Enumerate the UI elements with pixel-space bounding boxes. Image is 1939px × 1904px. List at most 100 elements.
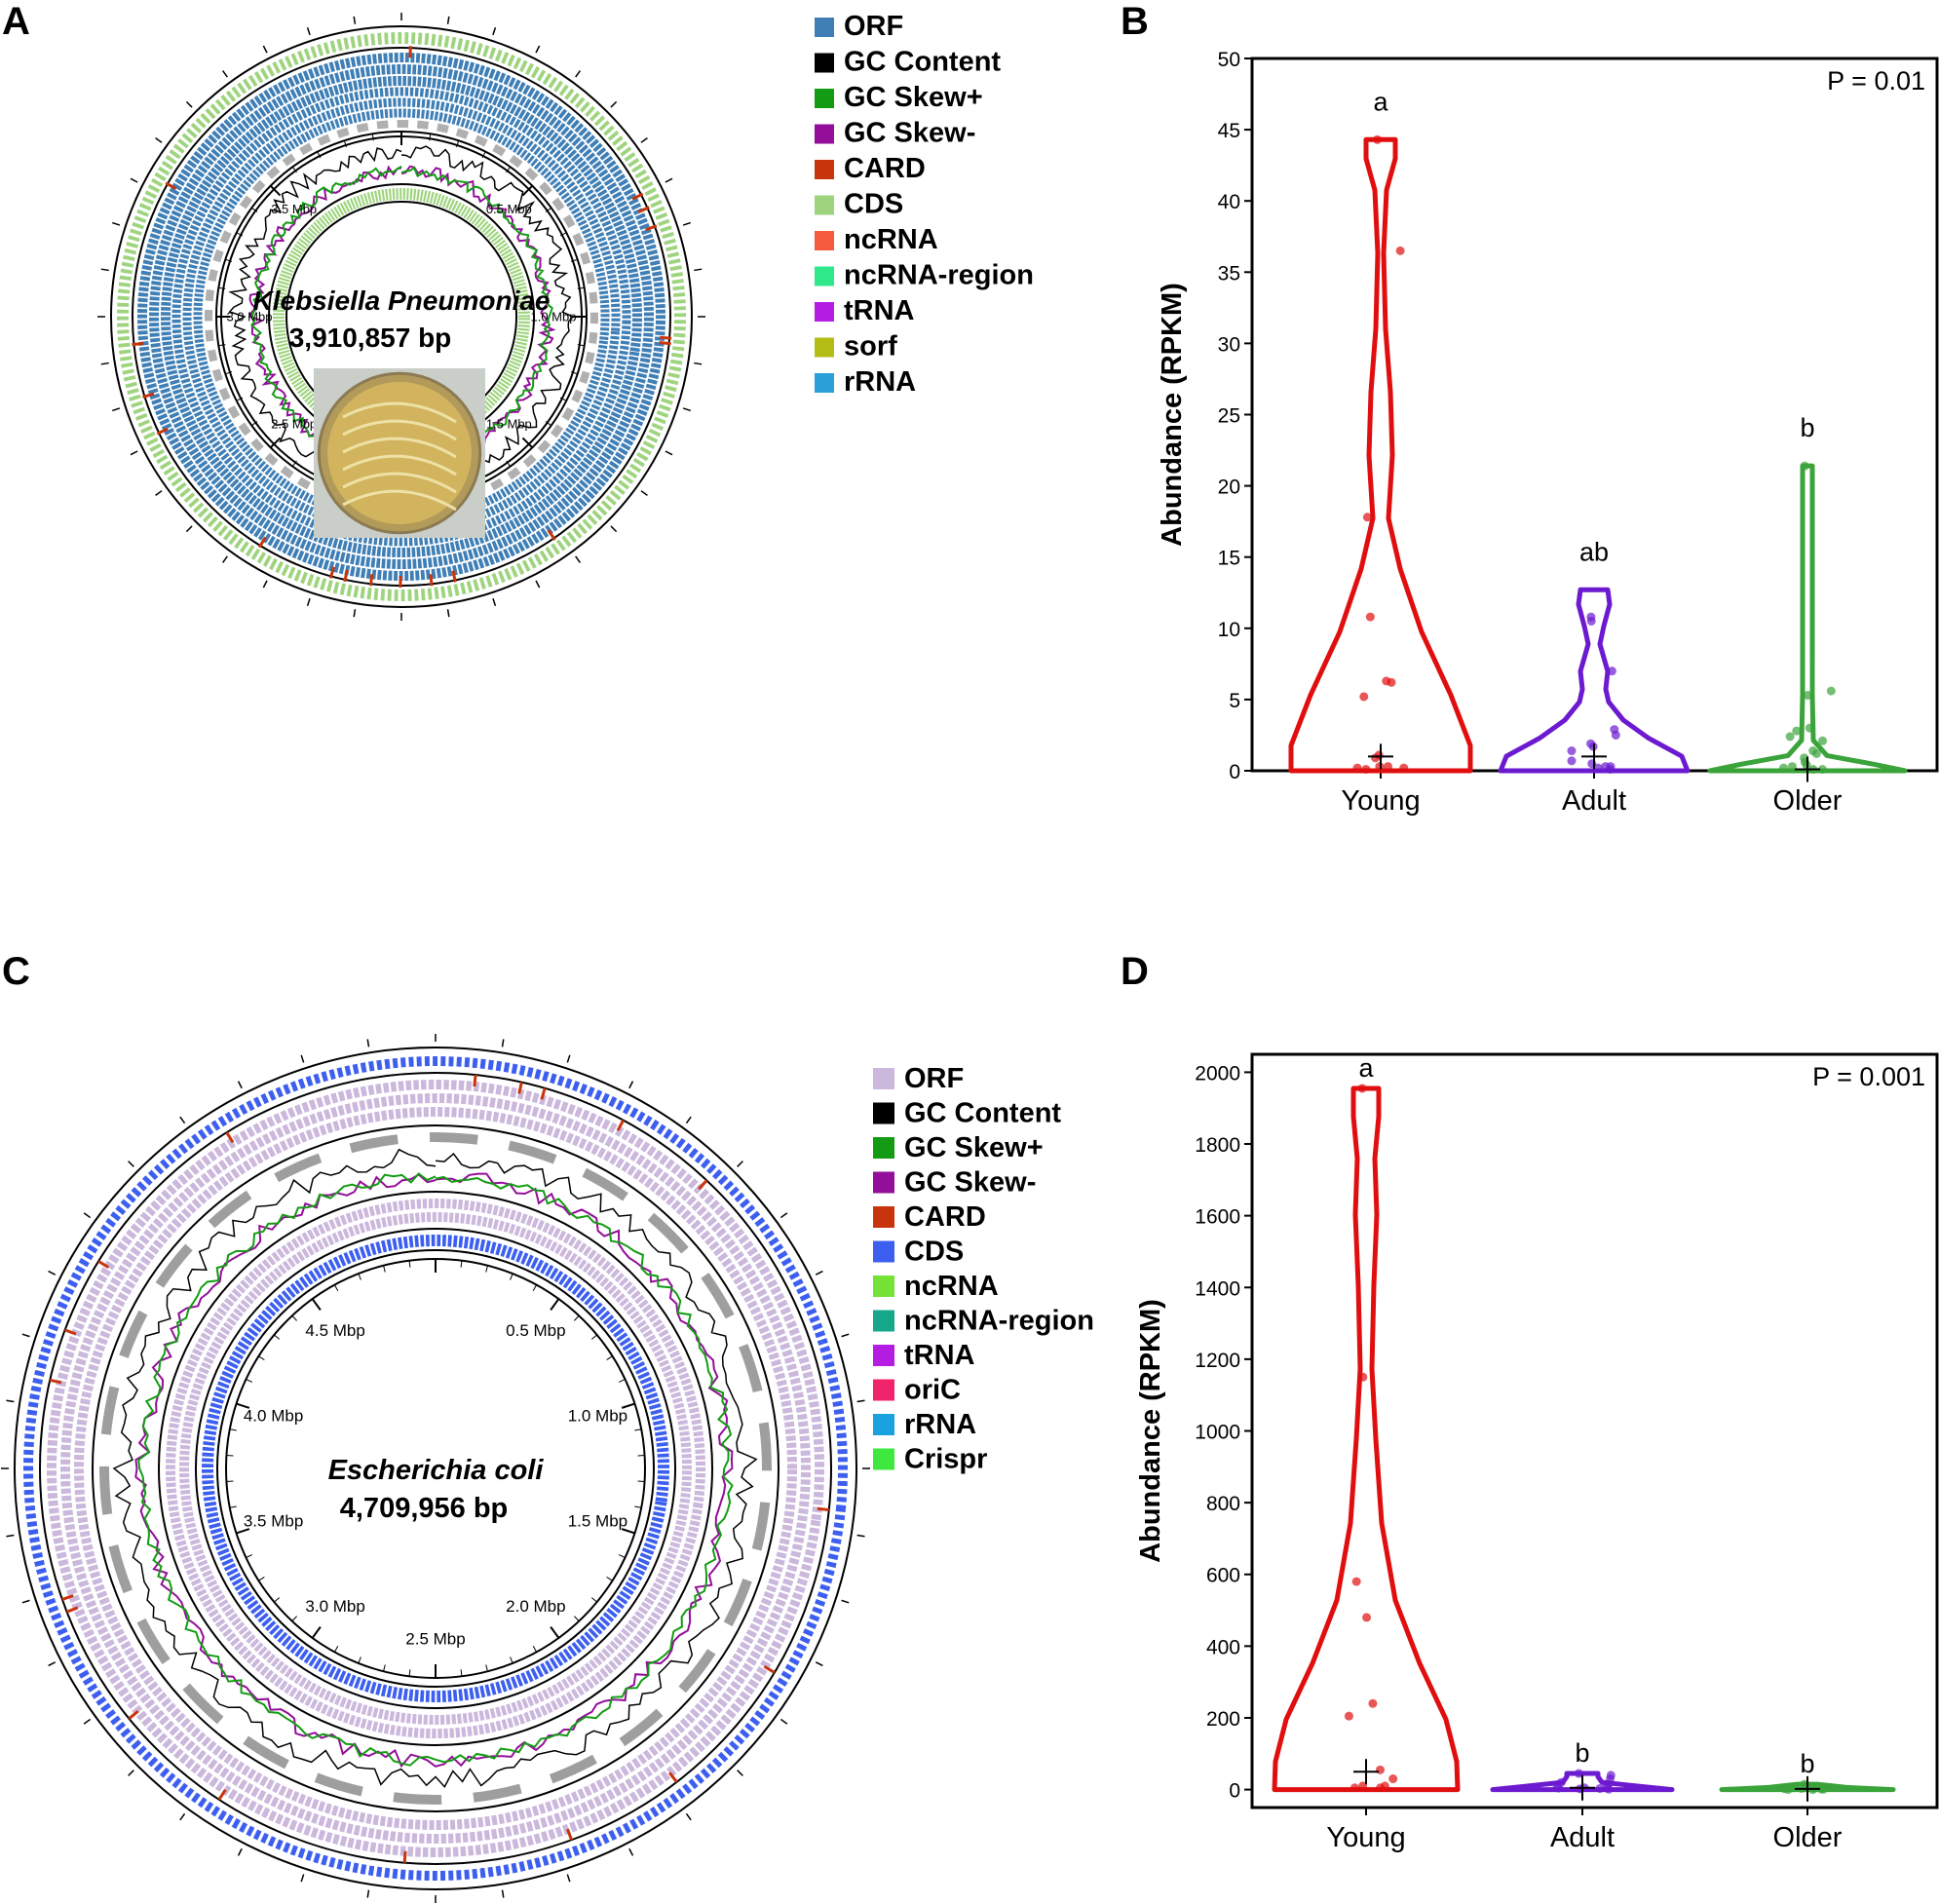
inner-tick <box>250 207 258 212</box>
mbp-tick-label: 3.0 Mbp <box>227 309 273 324</box>
card-marker <box>631 192 644 201</box>
inner-tick <box>333 1284 339 1291</box>
inner-tick <box>383 1664 386 1672</box>
organism-name: Klebsiella Pneumoniae <box>253 286 551 316</box>
inner-tick <box>574 1314 580 1321</box>
outer-tick <box>262 45 268 54</box>
legend-label: ncRNA <box>904 1271 999 1302</box>
card-marker <box>257 536 267 549</box>
significance-letter: b <box>1800 1749 1814 1778</box>
data-point <box>1362 513 1372 522</box>
outer-tick <box>610 525 618 533</box>
card-marker <box>645 224 658 232</box>
data-point <box>1593 763 1603 773</box>
card-marker <box>156 427 169 436</box>
genome-size: 3,910,857 bp <box>289 323 452 353</box>
outer-tick <box>306 27 311 36</box>
legend-swatch <box>873 1068 894 1089</box>
legend-swatch <box>815 124 834 144</box>
significance-letter: ab <box>1579 537 1609 566</box>
mbp-tick-label: 1.0 Mbp <box>568 1407 627 1426</box>
inner-tick <box>358 1656 361 1664</box>
y-tick-label: 40 <box>1218 191 1240 213</box>
y-axis-label: Abundance (RPKM) <box>1157 283 1188 547</box>
mbp-tick-label: 2.5 Mbp <box>405 1630 465 1649</box>
gc-content-track <box>112 1148 758 1789</box>
outer-tick <box>237 1847 243 1856</box>
card-marker <box>547 529 556 541</box>
orf-track <box>74 1107 797 1830</box>
inner-tick <box>218 344 226 347</box>
card-marker <box>328 566 335 579</box>
data-point <box>1383 762 1392 772</box>
card-marker <box>517 1082 523 1094</box>
legend-swatch <box>815 337 834 358</box>
inner-tick <box>506 166 512 173</box>
y-tick-label: 35 <box>1218 262 1240 285</box>
inner-tick <box>258 1355 265 1360</box>
y-tick-label: 45 <box>1218 120 1240 142</box>
outer-tick <box>353 609 357 618</box>
inner-tick <box>532 1646 538 1653</box>
y-tick-label: 200 <box>1206 1708 1240 1731</box>
significance-letter: a <box>1373 87 1388 116</box>
card-marker <box>565 1828 573 1841</box>
card-marker <box>698 1179 708 1191</box>
outer-tick <box>222 70 228 78</box>
inner-tick <box>460 1260 463 1268</box>
outer-tick <box>112 407 121 412</box>
outer-tick <box>779 1212 788 1219</box>
data-point <box>1611 730 1620 740</box>
outer-tick <box>492 597 497 606</box>
inner-tick <box>577 286 585 289</box>
outer-tick <box>155 490 163 496</box>
legend-label: CDS <box>904 1237 964 1268</box>
outer-tick <box>501 1889 505 1898</box>
outer-tick <box>815 1661 823 1667</box>
inner-tick <box>550 1626 560 1639</box>
y-tick-label: 400 <box>1206 1636 1240 1658</box>
outer-tick <box>779 1718 788 1725</box>
card-marker <box>451 570 457 583</box>
outer-tick <box>100 362 109 365</box>
data-point <box>1817 765 1827 775</box>
orf-inner-track <box>166 1199 705 1738</box>
outer-tick <box>841 1333 850 1338</box>
card-marker <box>142 392 155 400</box>
inner-tick <box>246 1554 253 1558</box>
data-point <box>1350 1783 1359 1793</box>
x-tick-label: Adult <box>1550 1822 1615 1853</box>
inner-tick <box>269 437 282 449</box>
orf-track <box>46 1080 824 1857</box>
inner-tick <box>408 1669 411 1677</box>
violin-shape <box>1288 136 1473 774</box>
outer-tick <box>130 450 138 456</box>
inner-tick <box>570 371 578 375</box>
outer-tick <box>682 407 691 412</box>
y-tick-label: 30 <box>1218 333 1240 356</box>
outer-tick <box>21 1333 30 1338</box>
card-marker <box>217 1788 227 1801</box>
outer-tick <box>353 16 357 24</box>
inner-tick <box>634 1505 642 1508</box>
outer-tick <box>306 597 311 606</box>
data-point <box>1779 763 1789 773</box>
inner-tick <box>532 1284 538 1291</box>
orf-track <box>171 87 631 547</box>
legend-swatch <box>873 1240 894 1263</box>
significance-letter: b <box>1800 413 1814 442</box>
inner-tick <box>545 207 552 212</box>
inner-tick <box>258 1577 265 1581</box>
inner-tick <box>618 1554 626 1558</box>
violin-group-adult: Adult b <box>1490 1738 1675 1853</box>
legend-label: CDS <box>844 189 903 220</box>
outer-tick <box>737 1770 743 1776</box>
legend-label: rRNA <box>904 1409 976 1440</box>
data-point <box>1803 691 1812 701</box>
outer-tick <box>856 1534 865 1538</box>
outer-tick <box>155 137 163 143</box>
inner-tick <box>485 1664 488 1672</box>
cds-track <box>117 32 686 601</box>
bacterial-streak <box>342 419 457 441</box>
inner-tick <box>218 286 226 289</box>
